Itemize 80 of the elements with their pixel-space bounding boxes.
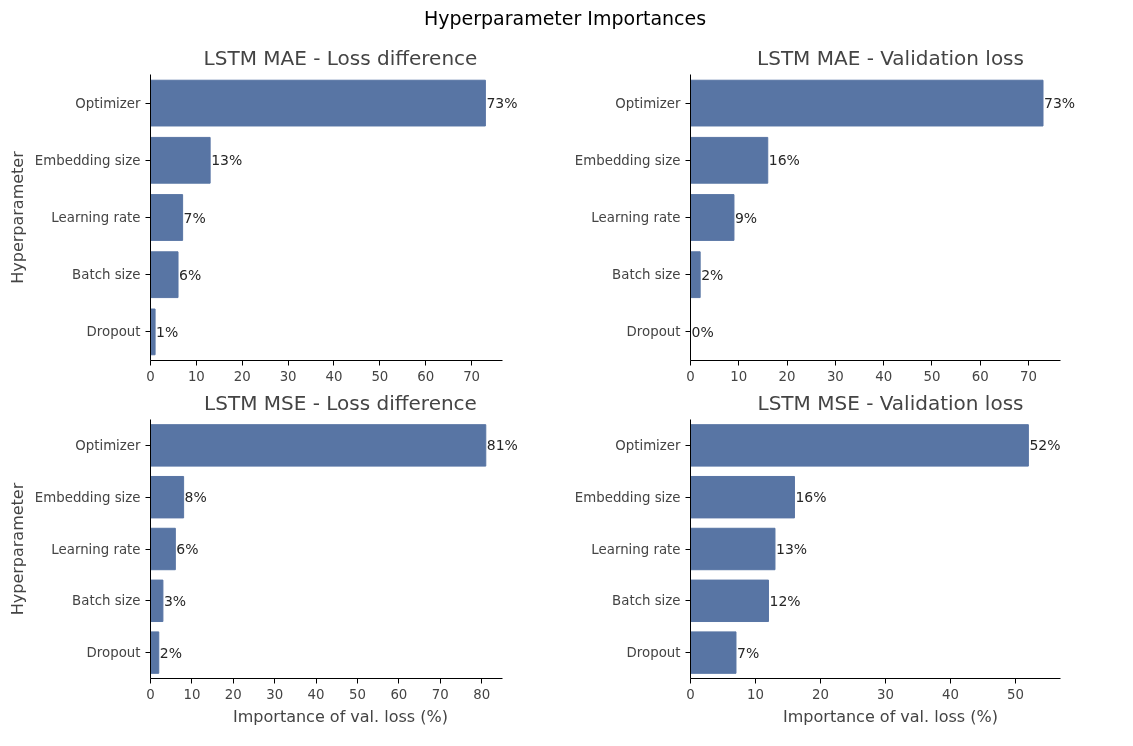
y-tick-label: Learning rate <box>591 541 681 557</box>
x-tick-label: 70 <box>431 686 449 702</box>
data-label: 7% <box>736 644 760 661</box>
x-tick-label: 10 <box>730 368 748 384</box>
x-tick-label: 20 <box>224 686 242 702</box>
data-label: 9% <box>734 209 758 226</box>
x-tick-label: 20 <box>778 368 796 384</box>
data-label: 6% <box>179 266 202 283</box>
x-tick-label: 10 <box>187 368 205 384</box>
x-tick-label: 30 <box>279 368 297 384</box>
x-tick-label: 60 <box>390 686 408 702</box>
data-label: 13% <box>211 152 243 169</box>
chart-title: LSTM MAE - Loss difference <box>203 45 478 70</box>
y-tick-label: Learning rate <box>51 210 141 225</box>
text: Hyperparameter Importances <box>423 6 707 31</box>
y-tick-label: Embedding size <box>34 489 141 505</box>
x-tick-label: 20 <box>233 368 251 384</box>
x-axis-title: Importance of val. loss (%) <box>783 706 998 726</box>
x-tick-label: 70 <box>463 368 481 384</box>
x-axis-title: Importance of val. loss (%) <box>233 706 448 726</box>
data-label: 52% <box>1029 437 1061 454</box>
y-tick-label: Optimizer <box>75 437 142 453</box>
x-tick-label: 30 <box>826 368 844 384</box>
data-label: 16% <box>795 489 827 506</box>
x-tick-label: 10 <box>183 686 201 702</box>
x-tick-label: 50 <box>1006 686 1024 702</box>
data-label: 6% <box>176 541 199 557</box>
y-tick-label: Batch size <box>72 267 141 283</box>
chart-title: LSTM MAE - Validation loss <box>757 45 1024 70</box>
data-label: 2% <box>159 644 182 661</box>
y-tick-label: Learning rate <box>591 210 681 225</box>
x-tick-label: 30 <box>876 686 894 702</box>
x-tick-label: 20 <box>811 686 829 702</box>
x-tick-label: 30 <box>266 686 284 702</box>
y-tick-label: Learning rate <box>51 541 141 557</box>
chart-title: LSTM MSE - Loss difference <box>204 390 477 415</box>
y-axis-title: Hyperparameter <box>7 482 27 616</box>
data-label: 12% <box>769 592 801 609</box>
y-tick-label: Optimizer <box>75 95 142 111</box>
x-tick-label: 0 <box>146 368 155 384</box>
x-tick-label: 0 <box>686 368 695 384</box>
data-label: 0% <box>691 323 714 340</box>
y-tick-label: Batch size <box>612 267 681 283</box>
x-tick-label: 70 <box>1020 368 1038 384</box>
data-label: 2% <box>701 266 724 283</box>
chart-title: LSTM MSE - Validation loss <box>757 390 1024 415</box>
y-axis-title: Hyperparameter <box>7 150 27 284</box>
y-tick-label: Embedding size <box>34 152 141 168</box>
data-label: 73% <box>1044 95 1076 112</box>
x-tick-label: 40 <box>941 686 959 702</box>
y-tick-label: Dropout <box>86 645 141 661</box>
data-label: 16% <box>768 152 800 169</box>
y-tick-label: Embedding size <box>574 489 681 505</box>
y-tick-label: Dropout <box>86 324 141 340</box>
x-tick-label: 50 <box>923 368 941 384</box>
x-tick-label: 10 <box>747 686 764 702</box>
data-label: 8% <box>184 489 207 506</box>
y-tick-label: Optimizer <box>615 437 682 453</box>
y-tick-label: Batch size <box>612 593 681 609</box>
x-tick-label: 40 <box>875 368 893 384</box>
data-label: 7% <box>183 209 206 226</box>
x-tick-label: 80 <box>473 686 491 702</box>
x-tick-label: 50 <box>371 368 389 384</box>
data-label: 1% <box>156 323 179 340</box>
y-tick-label: Optimizer <box>615 95 682 111</box>
y-tick-label: Dropout <box>626 324 681 340</box>
data-label: 73% <box>486 95 518 112</box>
x-tick-label: 40 <box>325 368 343 384</box>
x-tick-label: 0 <box>146 686 155 702</box>
x-tick-label: 0 <box>686 686 695 702</box>
y-tick-label: Dropout <box>626 645 681 661</box>
data-label: 3% <box>163 592 187 609</box>
x-tick-label: 60 <box>417 368 435 384</box>
y-tick-label: Embedding size <box>574 152 681 168</box>
x-tick-label: 50 <box>348 686 366 702</box>
x-tick-label: 60 <box>971 368 989 384</box>
y-tick-label: Batch size <box>72 593 141 609</box>
data-label: 13% <box>775 541 808 557</box>
data-label: 81% <box>486 437 518 454</box>
x-tick-label: 40 <box>307 686 325 702</box>
